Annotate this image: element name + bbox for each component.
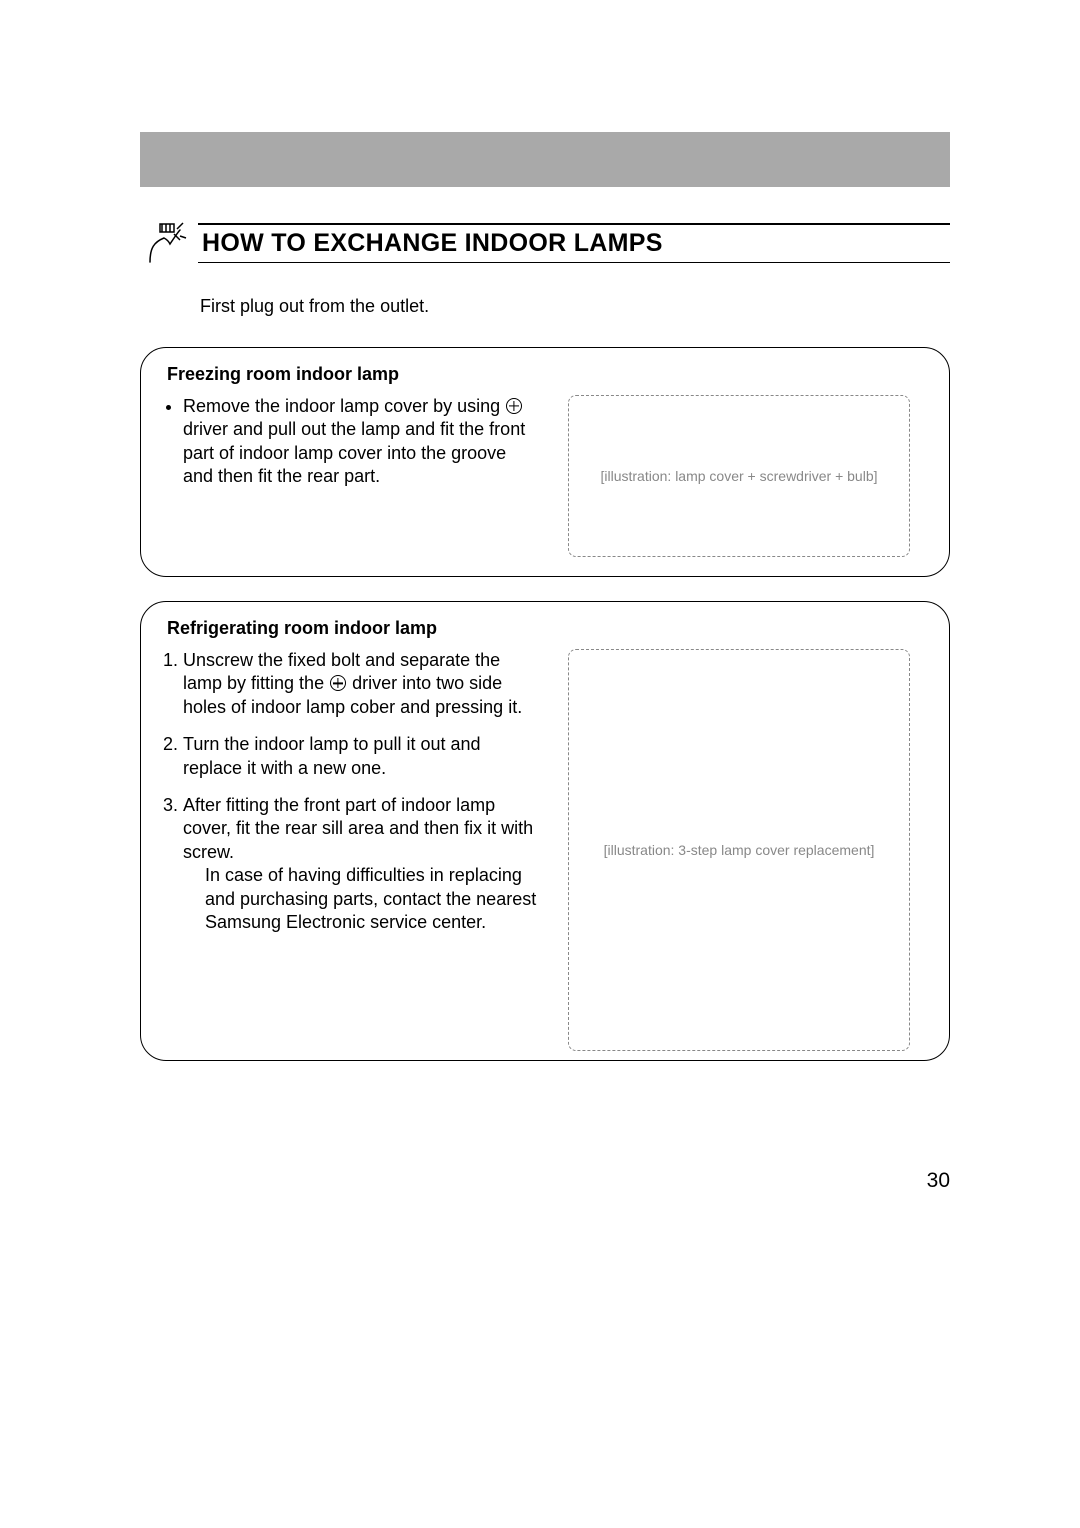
freezing-figure: [illustration: lamp cover + screwdriver … [568, 395, 910, 557]
freezing-panel: Freezing room indoor lamp Remove the ind… [140, 347, 950, 577]
section-title: HOW TO EXCHANGE INDOOR LAMPS [202, 229, 663, 257]
refrigerating-step2: Turn the indoor lamp to pull it out and … [183, 733, 537, 780]
freezing-bullet-post: driver and pull out the lamp and fit the… [183, 419, 525, 486]
phillips-icon [506, 398, 522, 414]
freezing-text: Remove the indoor lamp cover by using dr… [167, 395, 537, 557]
lamp-hand-icon [140, 218, 190, 268]
refrigerating-text: Unscrew the fixed bolt and separate the … [167, 649, 537, 1051]
phillips-icon [330, 675, 346, 691]
refrigerating-step3: After fitting the front part of indoor l… [183, 795, 533, 862]
manual-page: HOW TO EXCHANGE INDOOR LAMPS First plug … [0, 0, 1080, 1528]
refrigerating-step3-note: In case of having difficulties in replac… [183, 864, 537, 934]
freezing-panel-title: Freezing room indoor lamp [167, 364, 925, 385]
refrigerating-panel-title: Refrigerating room indoor lamp [167, 618, 925, 639]
section-title-row: HOW TO EXCHANGE INDOOR LAMPS [140, 218, 950, 268]
refrigerating-figure: [illustration: 3-step lamp cover replace… [568, 649, 910, 1051]
intro-text: First plug out from the outlet. [200, 296, 429, 317]
freezing-bullet-pre: Remove the indoor lamp cover by using [183, 396, 500, 416]
page-number: 30 [927, 1169, 950, 1193]
header-bar [140, 132, 950, 187]
refrigerating-panel: Refrigerating room indoor lamp Unscrew t… [140, 601, 950, 1061]
